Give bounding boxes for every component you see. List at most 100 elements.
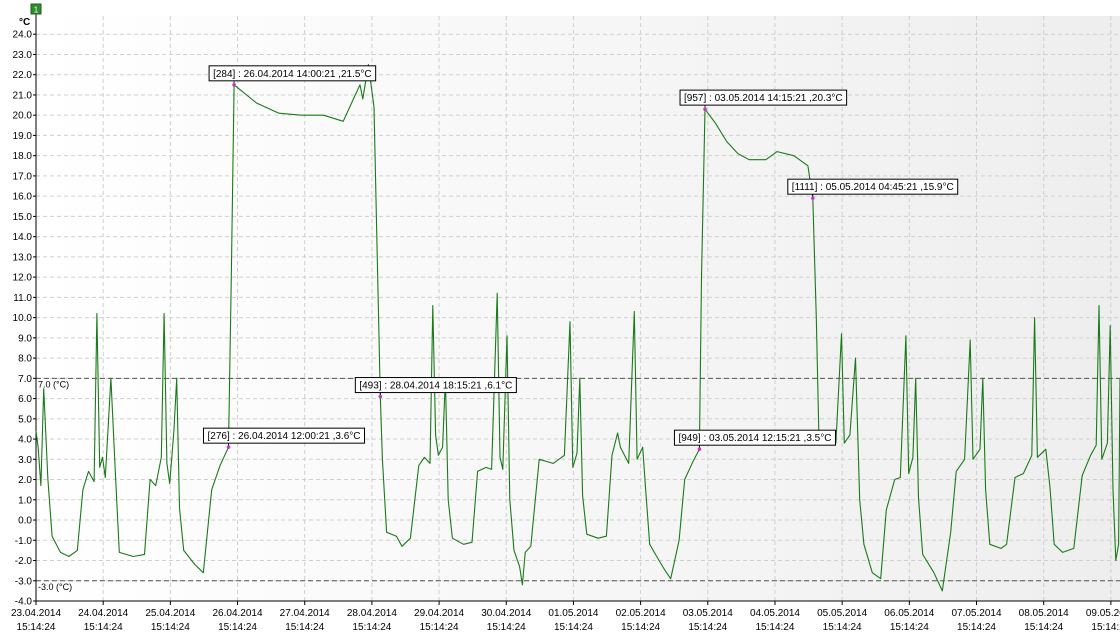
x-tick-date: 30.04.2014 (481, 608, 531, 619)
y-tick-label: 7.0 (18, 374, 32, 385)
annotation-label: [957] : 03.05.2014 14:15:21 ,20.3°C (684, 93, 843, 104)
x-tick-time: 15:14:24 (957, 622, 996, 633)
y-tick-label: 15.0 (13, 212, 33, 223)
x-tick-time: 15:14:24 (756, 622, 795, 633)
series-line (35, 64, 1120, 592)
y-tick-label: 14.0 (13, 232, 33, 243)
y-tick-label: 0.0 (18, 516, 32, 527)
x-tick-date: 24.04.2014 (78, 608, 128, 619)
x-tick-time: 15:14:24 (554, 622, 593, 633)
annotation[interactable]: [1111] : 05.05.2014 04:45:21 ,15.9°C (787, 178, 959, 200)
x-tick-date: 25.04.2014 (145, 608, 195, 619)
x-tick-date: 29.04.2014 (414, 608, 464, 619)
y-tick-label: 3.0 (18, 455, 32, 466)
y-tick-label: 18.0 (13, 151, 33, 162)
annotation-box (787, 178, 959, 195)
x-tick-time: 15:14:24 (1091, 622, 1120, 633)
annotation-box (673, 429, 836, 446)
x-tick-date: 05.05.2014 (817, 608, 867, 619)
y-tick-label: 6.0 (18, 394, 32, 405)
grid-lines (35, 16, 1120, 602)
x-tick-time: 15:14:24 (84, 622, 123, 633)
x-tick-date: 04.05.2014 (750, 608, 800, 619)
y-tick-label: 24.0 (13, 30, 33, 41)
annotation-label: [949] : 03.05.2014 12:15:21 ,3.5°C (678, 433, 831, 444)
y-axis: -4.0 -3.0 -2.0 -1.0 0.0 1.0 2.0 3.0 4.0 5.0 6.0 7.0… (13, 8, 40, 608)
annotation-marker (226, 445, 231, 449)
y-tick-label: 8.0 (18, 354, 32, 365)
x-tick-time: 15:14:24 (420, 622, 459, 633)
annotation-label: [276] : 26.04.2014 12:00:21 ,3.6°C (207, 431, 360, 442)
threshold-lines: 7.0 (°C) -3.0 (°C) (36, 377, 1120, 592)
y-tick-label: 22.0 (13, 70, 33, 81)
y-tick-label: 4.0 (18, 435, 32, 446)
y-tick-label: -2.0 (15, 556, 33, 567)
x-tick-time: 15:14:24 (151, 622, 190, 633)
x-tick-date: 27.04.2014 (280, 608, 330, 619)
x-tick-date: 08.05.2014 (1019, 608, 1069, 619)
annotation-marker (697, 447, 702, 451)
y-tick-label: 21.0 (13, 90, 33, 101)
y-tick-label: 12.0 (13, 273, 33, 284)
annotation-box (208, 65, 377, 82)
threshold-label: -3.0 (°C) (38, 582, 72, 592)
annotation-label: [1111] : 05.05.2014 04:45:21 ,15.9°C (792, 182, 954, 193)
annotation-label: [493] : 28.04.2014 18:15:21 ,6.1°C (359, 381, 512, 392)
x-tick-date: 26.04.2014 (213, 608, 263, 619)
y-tick-label: 13.0 (13, 252, 33, 263)
annotation-layer: [284] : 26.04.2014 14:00:21 ,21.5°C [276]… (202, 65, 959, 451)
x-axis: 23.04.2014 15:14:24 24.04.2014 15:14:24 25.0… (11, 600, 1120, 633)
x-tick-time: 15:14:24 (352, 622, 391, 633)
y-tick-label: 20.0 (13, 111, 33, 122)
annotation-label: [284] : 26.04.2014 14:00:21 ,21.5°C (213, 69, 372, 80)
y-tick-label: 1.0 (18, 495, 32, 506)
annotation-marker (811, 196, 815, 200)
x-tick-time: 15:14:24 (17, 622, 56, 633)
x-tick-date: 06.05.2014 (884, 608, 934, 619)
x-tick-date: 01.05.2014 (548, 608, 598, 619)
y-tick-label: 5.0 (18, 414, 32, 425)
plot-area (36, 16, 1120, 601)
y-tick-label: 9.0 (18, 333, 32, 344)
x-tick-date: 09.05.2014 (1086, 608, 1120, 619)
y-tick-label: 10.0 (13, 313, 33, 324)
annotation[interactable]: [276] : 26.04.2014 12:00:21 ,3.6°C (202, 427, 366, 449)
x-tick-time: 15:14:24 (890, 622, 929, 633)
annotation[interactable]: [284] : 26.04.2014 14:00:21 ,21.5°C (208, 65, 377, 87)
annotation[interactable]: [957] : 03.05.2014 14:15:21 ,20.3°C (679, 89, 848, 111)
x-tick-date: 07.05.2014 (951, 608, 1001, 619)
y-tick-label: 16.0 (13, 192, 33, 203)
annotation-marker (232, 83, 236, 87)
x-tick-time: 15:14:24 (621, 622, 660, 633)
annotation-box (354, 377, 517, 394)
annotation-marker (378, 394, 383, 399)
y-tick-label: -4.0 (15, 597, 33, 608)
x-tick-date: 03.05.2014 (683, 608, 733, 619)
axis-badge[interactable] (30, 3, 42, 15)
y-tick-label: 11.0 (13, 293, 32, 304)
y-tick-label: -1.0 (15, 536, 33, 547)
annotation[interactable]: [949] : 03.05.2014 12:15:21 ,3.5°C (673, 429, 836, 451)
x-tick-date: 02.05.2014 (616, 608, 666, 619)
y-tick-label: -3.0 (15, 576, 33, 587)
annotation-box (202, 427, 366, 444)
y-tick-label: 19.0 (13, 131, 33, 142)
y-axis-unit: °C (19, 17, 30, 28)
x-tick-time: 15:14:24 (823, 622, 862, 633)
x-tick-time: 15:14:24 (487, 622, 526, 633)
annotation-box (679, 89, 848, 106)
x-tick-time: 15:14:24 (285, 622, 324, 633)
axis-badge-label: 1 (34, 6, 39, 15)
series-layer (35, 64, 1120, 592)
threshold-label: 7.0 (°C) (38, 379, 69, 389)
y-tick-label: 17.0 (13, 171, 33, 182)
x-tick-date: 23.04.2014 (11, 608, 61, 619)
annotation-marker (703, 107, 707, 111)
annotation[interactable]: [493] : 28.04.2014 18:15:21 ,6.1°C (354, 377, 517, 399)
x-tick-date: 28.04.2014 (347, 608, 397, 619)
x-tick-time: 15:14:24 (688, 622, 727, 633)
y-tick-label: 2.0 (18, 475, 32, 486)
x-tick-time: 15:14:24 (1024, 622, 1063, 633)
y-tick-label: 23.0 (13, 50, 33, 61)
